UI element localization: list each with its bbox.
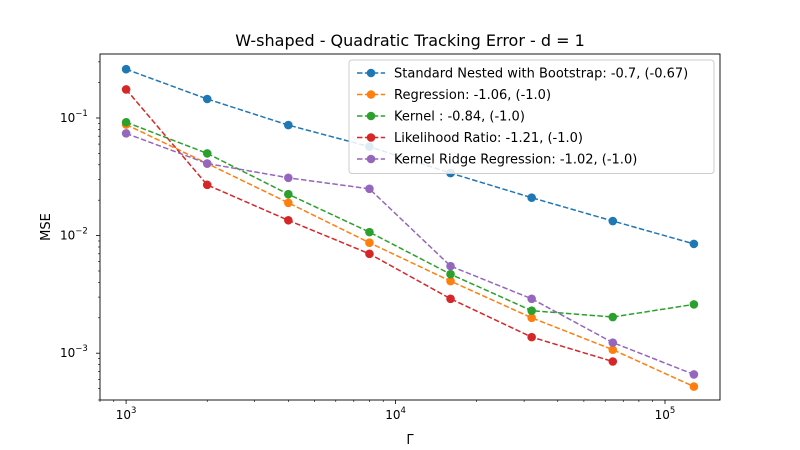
x-tick-label: 104 — [385, 406, 406, 422]
data-point — [527, 332, 536, 342]
data-point — [284, 198, 293, 208]
legend-marker — [366, 90, 376, 99]
data-point — [284, 173, 293, 183]
data-point — [121, 85, 131, 94]
data-point — [202, 149, 212, 158]
data-point — [608, 357, 618, 366]
legend-marker — [366, 154, 376, 164]
series-4 — [121, 129, 699, 379]
data-point — [284, 120, 293, 130]
data-point — [446, 276, 455, 286]
data-point — [608, 312, 618, 322]
legend-item: Likelihood Ratio: -1.21, (-1.0) — [357, 131, 583, 146]
legend-label: Kernel : -0.84, (-1.0) — [394, 110, 525, 125]
data-point — [608, 216, 618, 226]
data-point — [121, 64, 131, 74]
x-axis-label: Γ — [406, 433, 414, 448]
legend-box — [348, 59, 715, 174]
legend-label: Likelihood Ratio: -1.21, (-1.0) — [394, 131, 583, 146]
data-point — [527, 193, 536, 202]
data-point — [689, 239, 699, 249]
data-point — [446, 269, 455, 279]
series-layer — [121, 64, 699, 391]
y-tick-label: 10−3 — [60, 344, 88, 360]
series-2 — [121, 117, 699, 322]
legend-item: Regression: -1.06, (-1.0) — [357, 88, 551, 103]
major-ticks: 103 104 105 10−3 10−2 10−1 — [60, 109, 675, 422]
series-line — [125, 121, 695, 318]
plot-frame — [99, 53, 721, 401]
data-point — [527, 306, 536, 315]
data-point — [121, 129, 131, 138]
data-point — [365, 227, 374, 237]
data-point — [121, 117, 131, 127]
data-point — [446, 294, 455, 304]
data-point — [284, 189, 293, 199]
data-point — [689, 382, 699, 391]
data-point — [446, 261, 455, 271]
data-point — [365, 238, 374, 248]
chart-title: W-shaped - Quadratic Tracking Error - d … — [235, 31, 585, 50]
data-point — [689, 300, 699, 309]
series-line — [125, 123, 695, 388]
data-point — [608, 345, 618, 355]
data-point — [689, 370, 699, 379]
legend-item: Kernel : -0.84, (-1.0) — [357, 110, 525, 125]
y-axis-label: MSE — [39, 213, 54, 241]
y-tick-label: 10−1 — [60, 109, 88, 125]
data-point — [365, 184, 374, 194]
legend-marker — [366, 68, 376, 78]
legend-item: Standard Nested with Bootstrap: -0.7, (-… — [357, 67, 688, 82]
x-tick-label: 105 — [655, 406, 676, 422]
legend-label: Regression: -1.06, (-1.0) — [394, 88, 551, 103]
legend: Standard Nested with Bootstrap: -0.7, (-… — [348, 59, 715, 174]
legend-marker — [366, 111, 376, 121]
data-point — [284, 215, 293, 225]
data-point — [202, 94, 212, 104]
y-tick-label: 10−2 — [60, 227, 88, 243]
data-point — [527, 294, 536, 304]
series-line — [125, 132, 695, 376]
legend-item: Kernel Ridge Regression: -1.02, (-1.0) — [357, 153, 637, 168]
data-point — [202, 159, 212, 168]
series-3 — [121, 85, 618, 366]
legend-marker — [366, 133, 376, 142]
data-point — [365, 249, 374, 259]
data-point — [608, 338, 618, 347]
legend-label: Kernel Ridge Regression: -1.02, (-1.0) — [394, 153, 637, 168]
x-tick-label: 103 — [116, 406, 137, 422]
legend-label: Standard Nested with Bootstrap: -0.7, (-… — [394, 67, 688, 82]
data-point — [527, 313, 536, 323]
data-point — [202, 180, 212, 190]
